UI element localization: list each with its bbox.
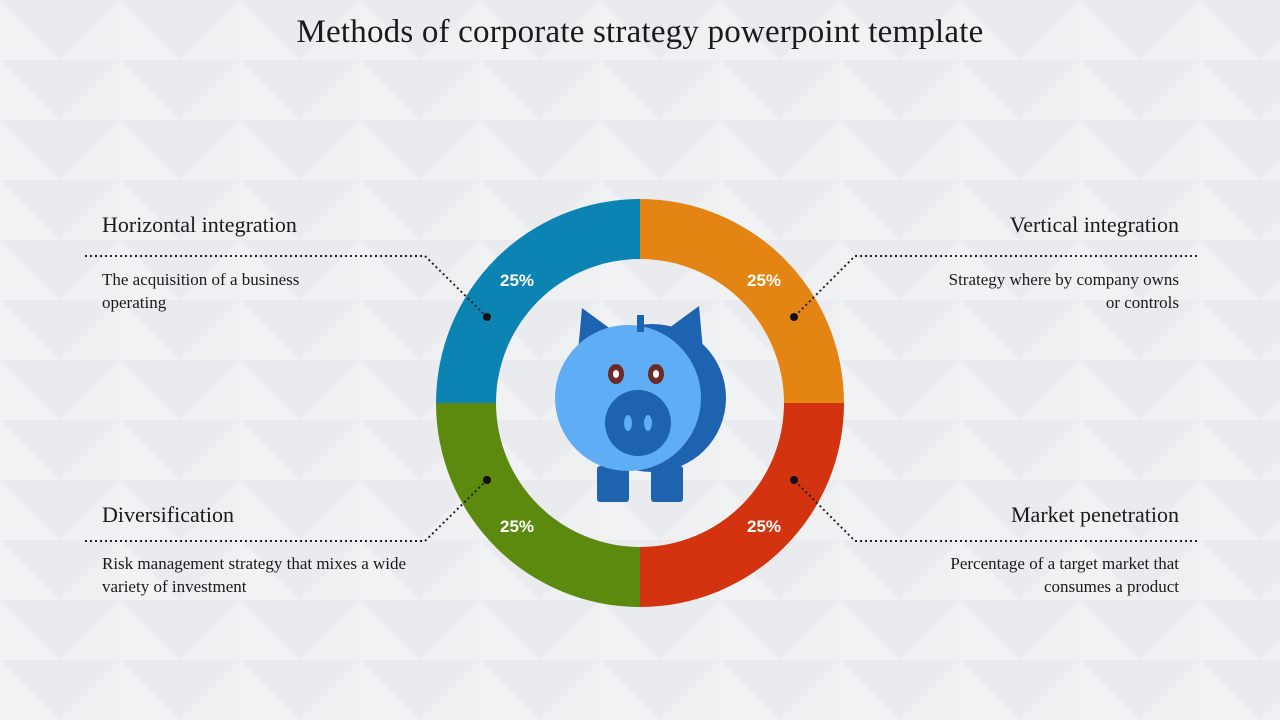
item-title-vertical-integration: Vertical integration — [1009, 212, 1179, 237]
slide-title: Methods of corporate strategy powerpoint… — [296, 14, 984, 50]
item-desc-horizontal-integration: The acquisition of a business operating — [102, 270, 300, 312]
connector-dot-diversification — [483, 476, 491, 484]
segment-diversification — [436, 403, 640, 607]
item-desc-vertical-integration: Strategy where by company owns or contro… — [948, 270, 1179, 312]
segment-vertical-integration — [640, 199, 844, 403]
connector-dot-vertical-integration — [790, 313, 798, 321]
item-title-market-penetration: Market penetration — [1011, 502, 1179, 527]
connector-diversification — [85, 479, 488, 542]
connector-market-penetration — [793, 479, 1197, 542]
connector-vertical-integration — [793, 255, 1197, 318]
piggy-bank-icon — [555, 306, 726, 502]
item-desc-diversification: Risk management strategy that mixes a wi… — [102, 554, 407, 596]
value-label-vertical-integration: 25% — [747, 271, 781, 290]
connector-horizontal-integration — [85, 255, 488, 318]
value-label-horizontal-integration: 25% — [500, 271, 534, 290]
item-title-horizontal-integration: Horizontal integration — [102, 212, 297, 237]
connector-dot-horizontal-integration — [483, 313, 491, 321]
item-title-diversification: Diversification — [102, 502, 234, 527]
value-label-market-penetration: 25% — [747, 517, 781, 536]
segment-horizontal-integration — [436, 199, 640, 403]
item-desc-market-penetration: Percentage of a target market that consu… — [950, 554, 1179, 596]
segment-market-penetration — [640, 403, 844, 607]
connector-dot-market-penetration — [790, 476, 798, 484]
value-label-diversification: 25% — [500, 517, 534, 536]
